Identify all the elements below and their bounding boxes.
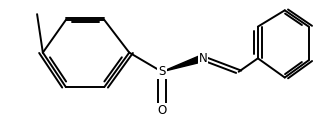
- Text: S: S: [158, 65, 166, 78]
- Polygon shape: [162, 56, 207, 72]
- Text: N: N: [199, 52, 208, 65]
- Text: O: O: [157, 104, 167, 117]
